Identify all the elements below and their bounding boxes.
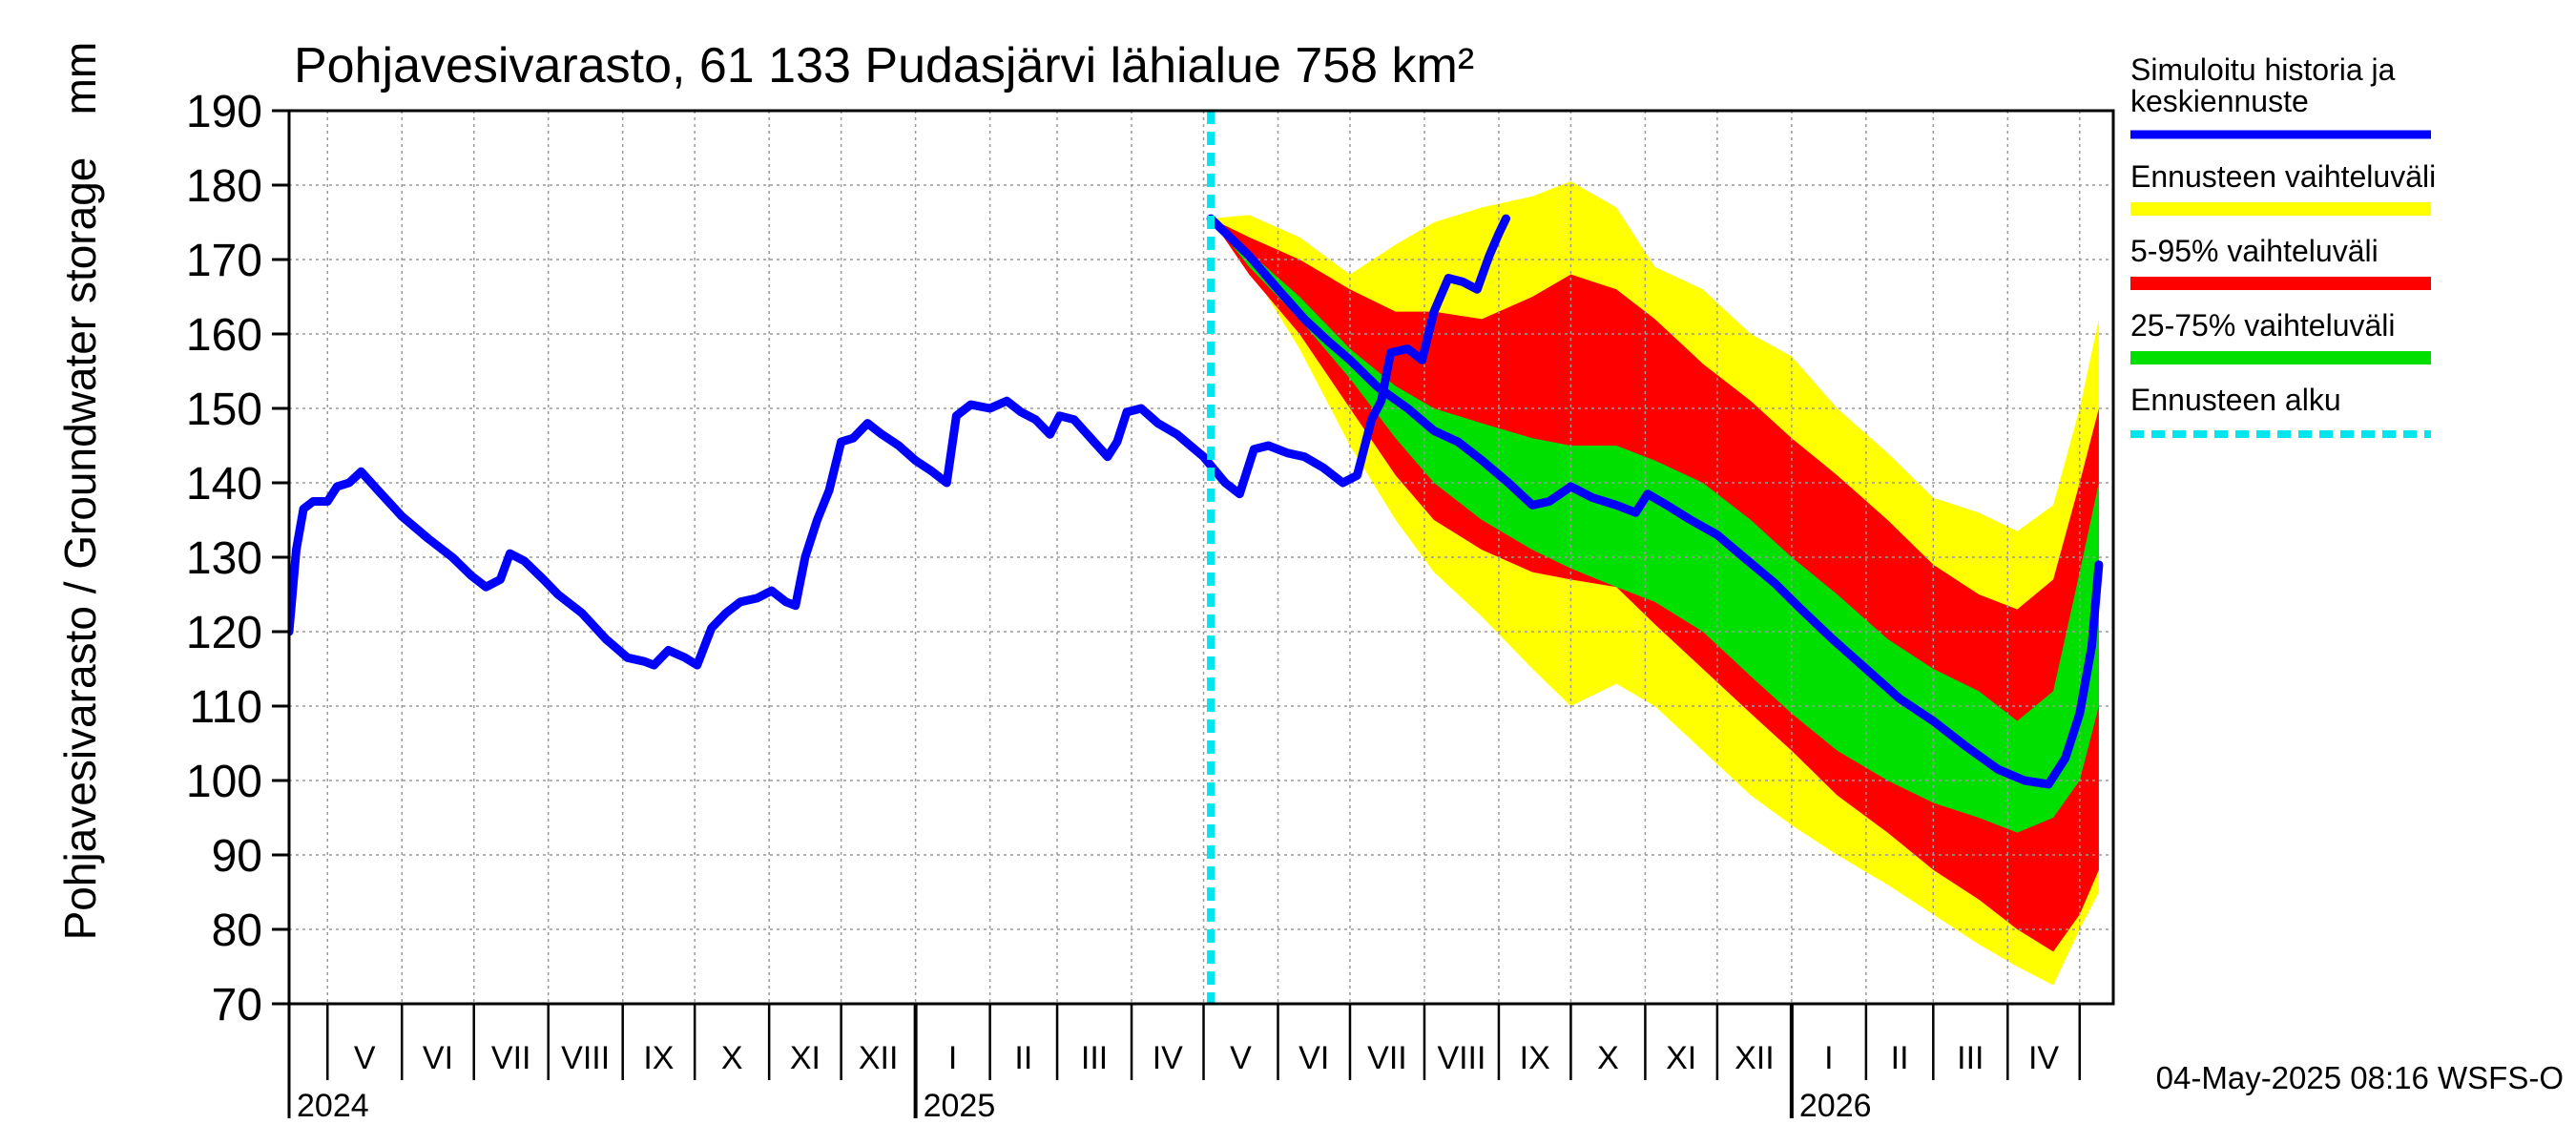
y-tick-label: 130	[186, 533, 262, 584]
x-month-label: V	[354, 1040, 376, 1076]
x-month-label: III	[1957, 1040, 1984, 1076]
x-month-label: IX	[643, 1040, 674, 1076]
x-month-label: VI	[1298, 1040, 1329, 1076]
y-tick-label: 150	[186, 385, 262, 435]
x-month-label: XI	[790, 1040, 821, 1076]
legend-label-25-75: 25-75% vaihteluväli	[2130, 308, 2396, 343]
x-month-label: VIII	[1437, 1040, 1485, 1076]
y-axis-ticks: 70 80 90 100 110 120 130 140 150 160 170 180 190	[186, 87, 289, 1030]
y-axis-unit: mm	[55, 42, 105, 115]
history-series-line	[289, 214, 1510, 670]
x-month-label: I	[1824, 1040, 1833, 1076]
x-month-label: II	[1891, 1040, 1909, 1076]
y-tick-label: 110	[189, 682, 262, 733]
x-month-label: V	[1230, 1040, 1252, 1076]
legend: Simuloitu historia ja keskiennuste Ennus…	[2130, 52, 2436, 438]
x-month-label: III	[1081, 1040, 1108, 1076]
x-year-label: 2025	[924, 1088, 996, 1124]
y-tick-label: 160	[186, 310, 262, 361]
legend-label-history-line1: Simuloitu historia ja	[2130, 52, 2396, 87]
legend-label-forecast-start: Ennusteen alku	[2130, 383, 2341, 417]
x-month-label: VIII	[561, 1040, 610, 1076]
y-axis-label: Pohjavesivarasto / Groundwater storage	[55, 157, 105, 941]
x-month-label: XI	[1666, 1040, 1696, 1076]
y-tick-label: 80	[212, 906, 262, 956]
median-forecast-line	[1206, 214, 2104, 789]
x-month-label: IV	[1153, 1040, 1183, 1076]
chart-title: Pohjavesivarasto, 61 133 Pudasjärvi lähi…	[294, 38, 1474, 94]
legend-label-range: Ennusteen vaihteluväli	[2130, 159, 2436, 194]
x-month-label: VI	[423, 1040, 453, 1076]
x-year-label: 2026	[1799, 1088, 1872, 1124]
y-tick-label: 170	[186, 236, 262, 286]
x-month-label: XII	[1735, 1040, 1775, 1076]
y-tick-label: 180	[186, 161, 262, 212]
x-month-label: II	[1014, 1040, 1032, 1076]
legend-label-history-line2: keskiennuste	[2130, 84, 2309, 118]
y-tick-label: 120	[186, 608, 262, 658]
x-year-label: 2024	[297, 1088, 369, 1124]
y-tick-label: 140	[186, 459, 262, 510]
x-month-label: X	[721, 1040, 743, 1076]
y-tick-label: 100	[186, 757, 262, 807]
x-month-label: X	[1597, 1040, 1619, 1076]
legend-label-5-95: 5-95% vaihteluväli	[2130, 234, 2379, 268]
x-month-label: I	[948, 1040, 957, 1076]
x-month-label: XII	[859, 1040, 899, 1076]
x-month-label: IV	[2028, 1040, 2059, 1076]
x-month-label: VII	[1367, 1040, 1407, 1076]
x-axis: V VI VII VIII IX X XI XII I II III IV V VI VII VIII IX X X…	[287, 1004, 2082, 1124]
footer-timestamp: 04-May-2025 08:16 WSFS-O	[2156, 1060, 2564, 1095]
y-tick-label: 190	[186, 87, 262, 137]
x-month-label: IX	[1520, 1040, 1550, 1076]
grid-lines	[289, 111, 2113, 1004]
y-tick-label: 90	[212, 831, 262, 882]
x-month-label: VII	[491, 1040, 531, 1076]
y-tick-label: 70	[212, 980, 262, 1030]
